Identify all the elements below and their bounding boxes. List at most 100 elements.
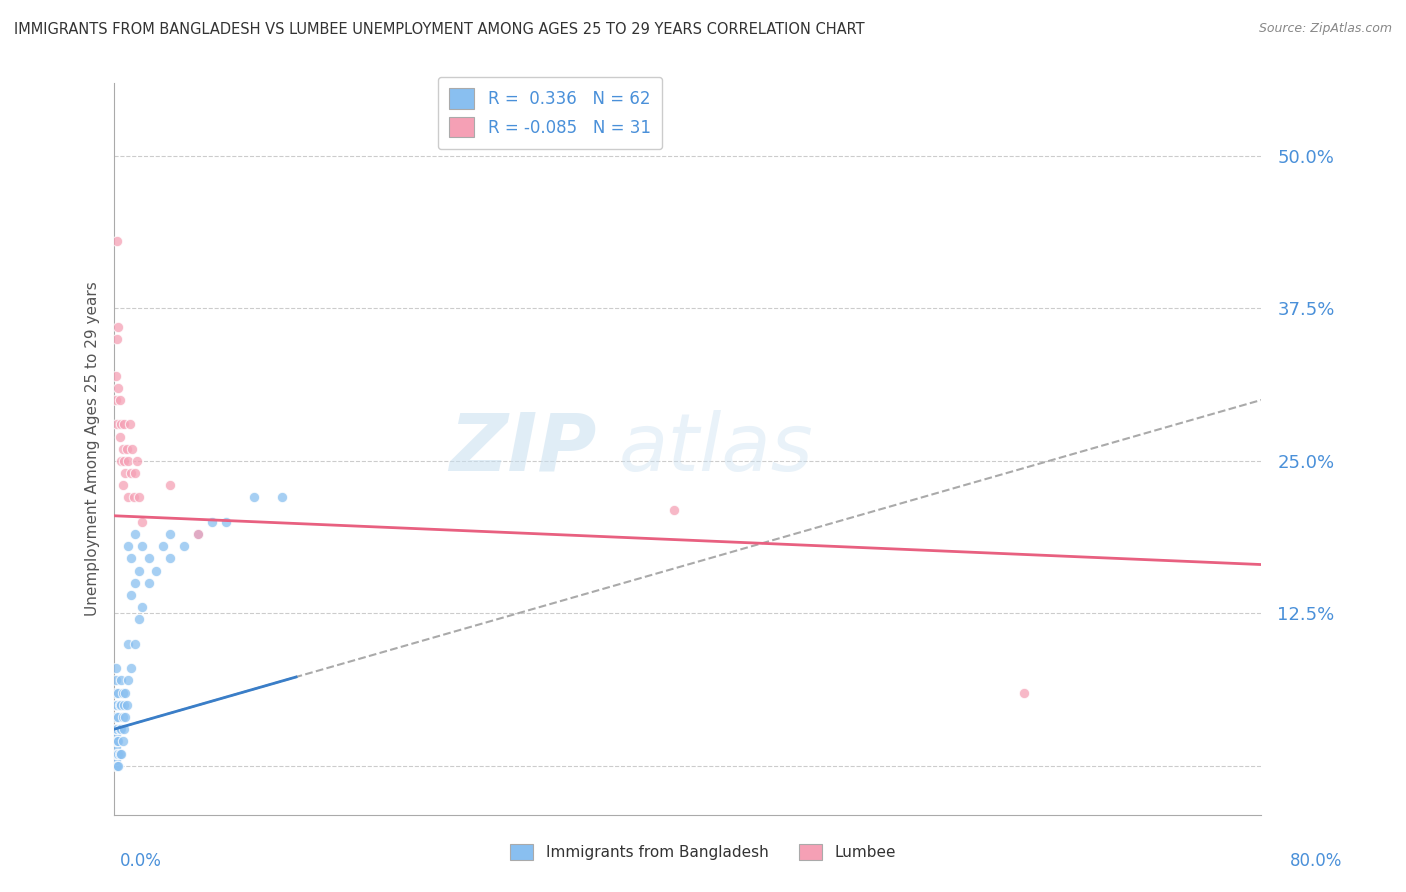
Point [115,698,138,712]
Point [114,685,136,699]
Point [108,392,131,407]
Point [104,661,127,675]
Point [107,685,129,699]
Point [215,515,238,529]
Point [114,710,136,724]
Point [159,551,181,566]
Y-axis label: Unemployment Among Ages 25 to 29 years: Unemployment Among Ages 25 to 29 years [86,281,100,616]
Point [201,515,224,529]
Point [104,673,127,688]
Point [105,235,128,249]
Point [118,417,141,432]
Point [104,685,127,699]
Point [110,698,132,712]
Text: 0.0%: 0.0% [120,852,162,870]
Point [117,539,139,553]
Point [108,747,131,761]
Point [104,722,127,736]
Point [108,698,131,712]
Point [112,698,135,712]
Point [111,710,134,724]
Point [120,588,142,602]
Point [104,747,127,761]
Text: IMMIGRANTS FROM BANGLADESH VS LUMBEE UNEMPLOYMENT AMONG AGES 25 TO 29 YEARS CORR: IMMIGRANTS FROM BANGLADESH VS LUMBEE UNE… [14,22,865,37]
Point [124,575,146,590]
Point [105,722,128,736]
Point [114,466,136,480]
Point [112,722,135,736]
Text: Source: ZipAtlas.com: Source: ZipAtlas.com [1258,22,1392,36]
Point [104,728,127,742]
Point [662,502,685,516]
Point [1012,685,1035,699]
Point [104,698,127,712]
Point [111,478,134,492]
Point [131,515,153,529]
Point [125,454,148,468]
Point [124,637,146,651]
Point [128,612,150,626]
Point [110,454,132,468]
Point [120,551,142,566]
Point [187,527,209,541]
Point [104,758,127,772]
Point [104,753,127,767]
Point [120,466,142,480]
Point [111,685,134,699]
Text: atlas: atlas [619,409,814,488]
Point [111,442,134,456]
Point [104,734,127,748]
Point [124,466,146,480]
Point [107,747,129,761]
Point [138,575,160,590]
Point [105,332,128,346]
Point [107,381,129,395]
Point [104,740,127,755]
Legend: Immigrants from Bangladesh, Lumbee: Immigrants from Bangladesh, Lumbee [505,838,901,866]
Point [271,491,294,505]
Point [107,319,129,334]
Point [128,491,150,505]
Point [108,429,131,443]
Point [117,673,139,688]
Point [145,564,167,578]
Point [110,417,132,432]
Legend: R =  0.336   N = 62, R = -0.085   N = 31: R = 0.336 N = 62, R = -0.085 N = 31 [437,77,662,149]
Point [120,661,142,675]
Point [105,747,128,761]
Point [105,758,128,772]
Point [117,637,139,651]
Point [107,734,129,748]
Point [124,527,146,541]
Point [128,564,150,578]
Point [122,491,145,505]
Point [104,368,127,383]
Text: 80.0%: 80.0% [1291,852,1343,870]
Point [110,722,132,736]
Point [104,710,127,724]
Point [152,539,174,553]
Point [108,722,131,736]
Point [159,478,181,492]
Point [121,442,143,456]
Point [107,710,129,724]
Point [138,551,160,566]
Point [104,392,127,407]
Point [110,747,132,761]
Point [131,600,153,615]
Point [105,417,128,432]
Point [173,539,195,553]
Point [107,758,129,772]
Point [105,698,128,712]
Point [117,491,139,505]
Point [131,539,153,553]
Point [110,673,132,688]
Point [243,491,266,505]
Text: ZIP: ZIP [449,409,596,488]
Point [112,417,135,432]
Point [159,527,181,541]
Point [187,527,209,541]
Point [111,734,134,748]
Point [112,454,135,468]
Point [115,442,138,456]
